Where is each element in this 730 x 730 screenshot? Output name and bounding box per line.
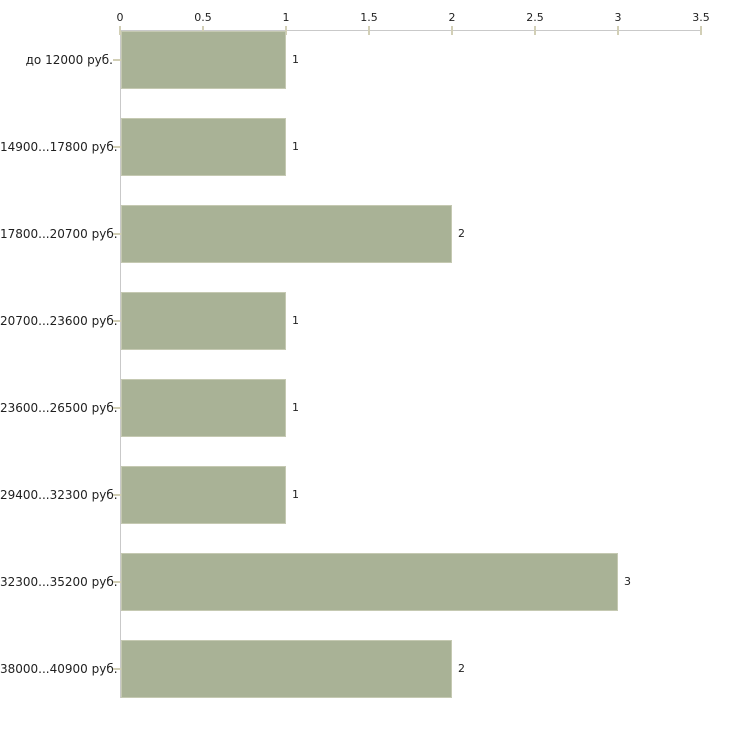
y-axis-line (120, 30, 121, 698)
bar (121, 379, 286, 437)
category-label: 20700...23600 руб. (0, 314, 118, 328)
y-axis-tick-mark (113, 581, 121, 583)
x-axis-tick-label: 3 (614, 11, 622, 24)
x-axis-tick-label: 1.5 (360, 11, 378, 24)
bar (121, 640, 452, 698)
x-axis-tick-mark (534, 26, 536, 35)
category-label: 29400...32300 руб. (0, 488, 118, 502)
category-label: 38000...40900 руб. (0, 662, 118, 676)
x-axis-tick-mark (451, 26, 453, 35)
x-axis-tick-label: 1 (282, 11, 290, 24)
y-axis-tick-mark (113, 407, 121, 409)
category-label: 32300...35200 руб. (0, 575, 118, 589)
x-axis-tick-label: 0 (116, 11, 124, 24)
bar (121, 466, 286, 524)
bar-value-label: 1 (292, 401, 299, 414)
x-axis-tick-mark (202, 26, 204, 35)
bar (121, 205, 452, 263)
category-label: 17800...20700 руб. (0, 227, 118, 241)
category-label: до 12000 руб. (25, 53, 113, 67)
x-axis-tick-label: 0.5 (194, 11, 212, 24)
bar-value-label: 1 (292, 488, 299, 501)
y-axis-tick-mark (113, 668, 121, 670)
bar-value-label: 2 (458, 662, 465, 675)
x-axis-tick-label: 3.5 (692, 11, 710, 24)
y-axis-tick-mark (113, 233, 121, 235)
x-axis-line (120, 30, 702, 31)
y-axis-tick-mark (113, 494, 121, 496)
bar-value-label: 2 (458, 227, 465, 240)
x-axis-tick-label: 2 (448, 11, 456, 24)
bar (121, 553, 618, 611)
y-axis-tick-mark (113, 320, 121, 322)
bar-value-label: 1 (292, 140, 299, 153)
bar (121, 31, 286, 89)
category-label: 23600...26500 руб. (0, 401, 118, 415)
bar-value-label: 1 (292, 53, 299, 66)
x-axis-tick-mark (119, 26, 121, 35)
bar (121, 292, 286, 350)
bar (121, 118, 286, 176)
bar-value-label: 3 (624, 575, 631, 588)
y-axis-tick-mark (113, 146, 121, 148)
x-axis-tick-mark (368, 26, 370, 35)
x-axis-tick-mark (700, 26, 702, 35)
bar-value-label: 1 (292, 314, 299, 327)
category-label: 14900...17800 руб. (0, 140, 118, 154)
x-axis-tick-label: 2.5 (526, 11, 544, 24)
x-axis-tick-mark (617, 26, 619, 35)
y-axis-tick-mark (113, 59, 121, 61)
x-axis-tick-mark (285, 26, 287, 35)
